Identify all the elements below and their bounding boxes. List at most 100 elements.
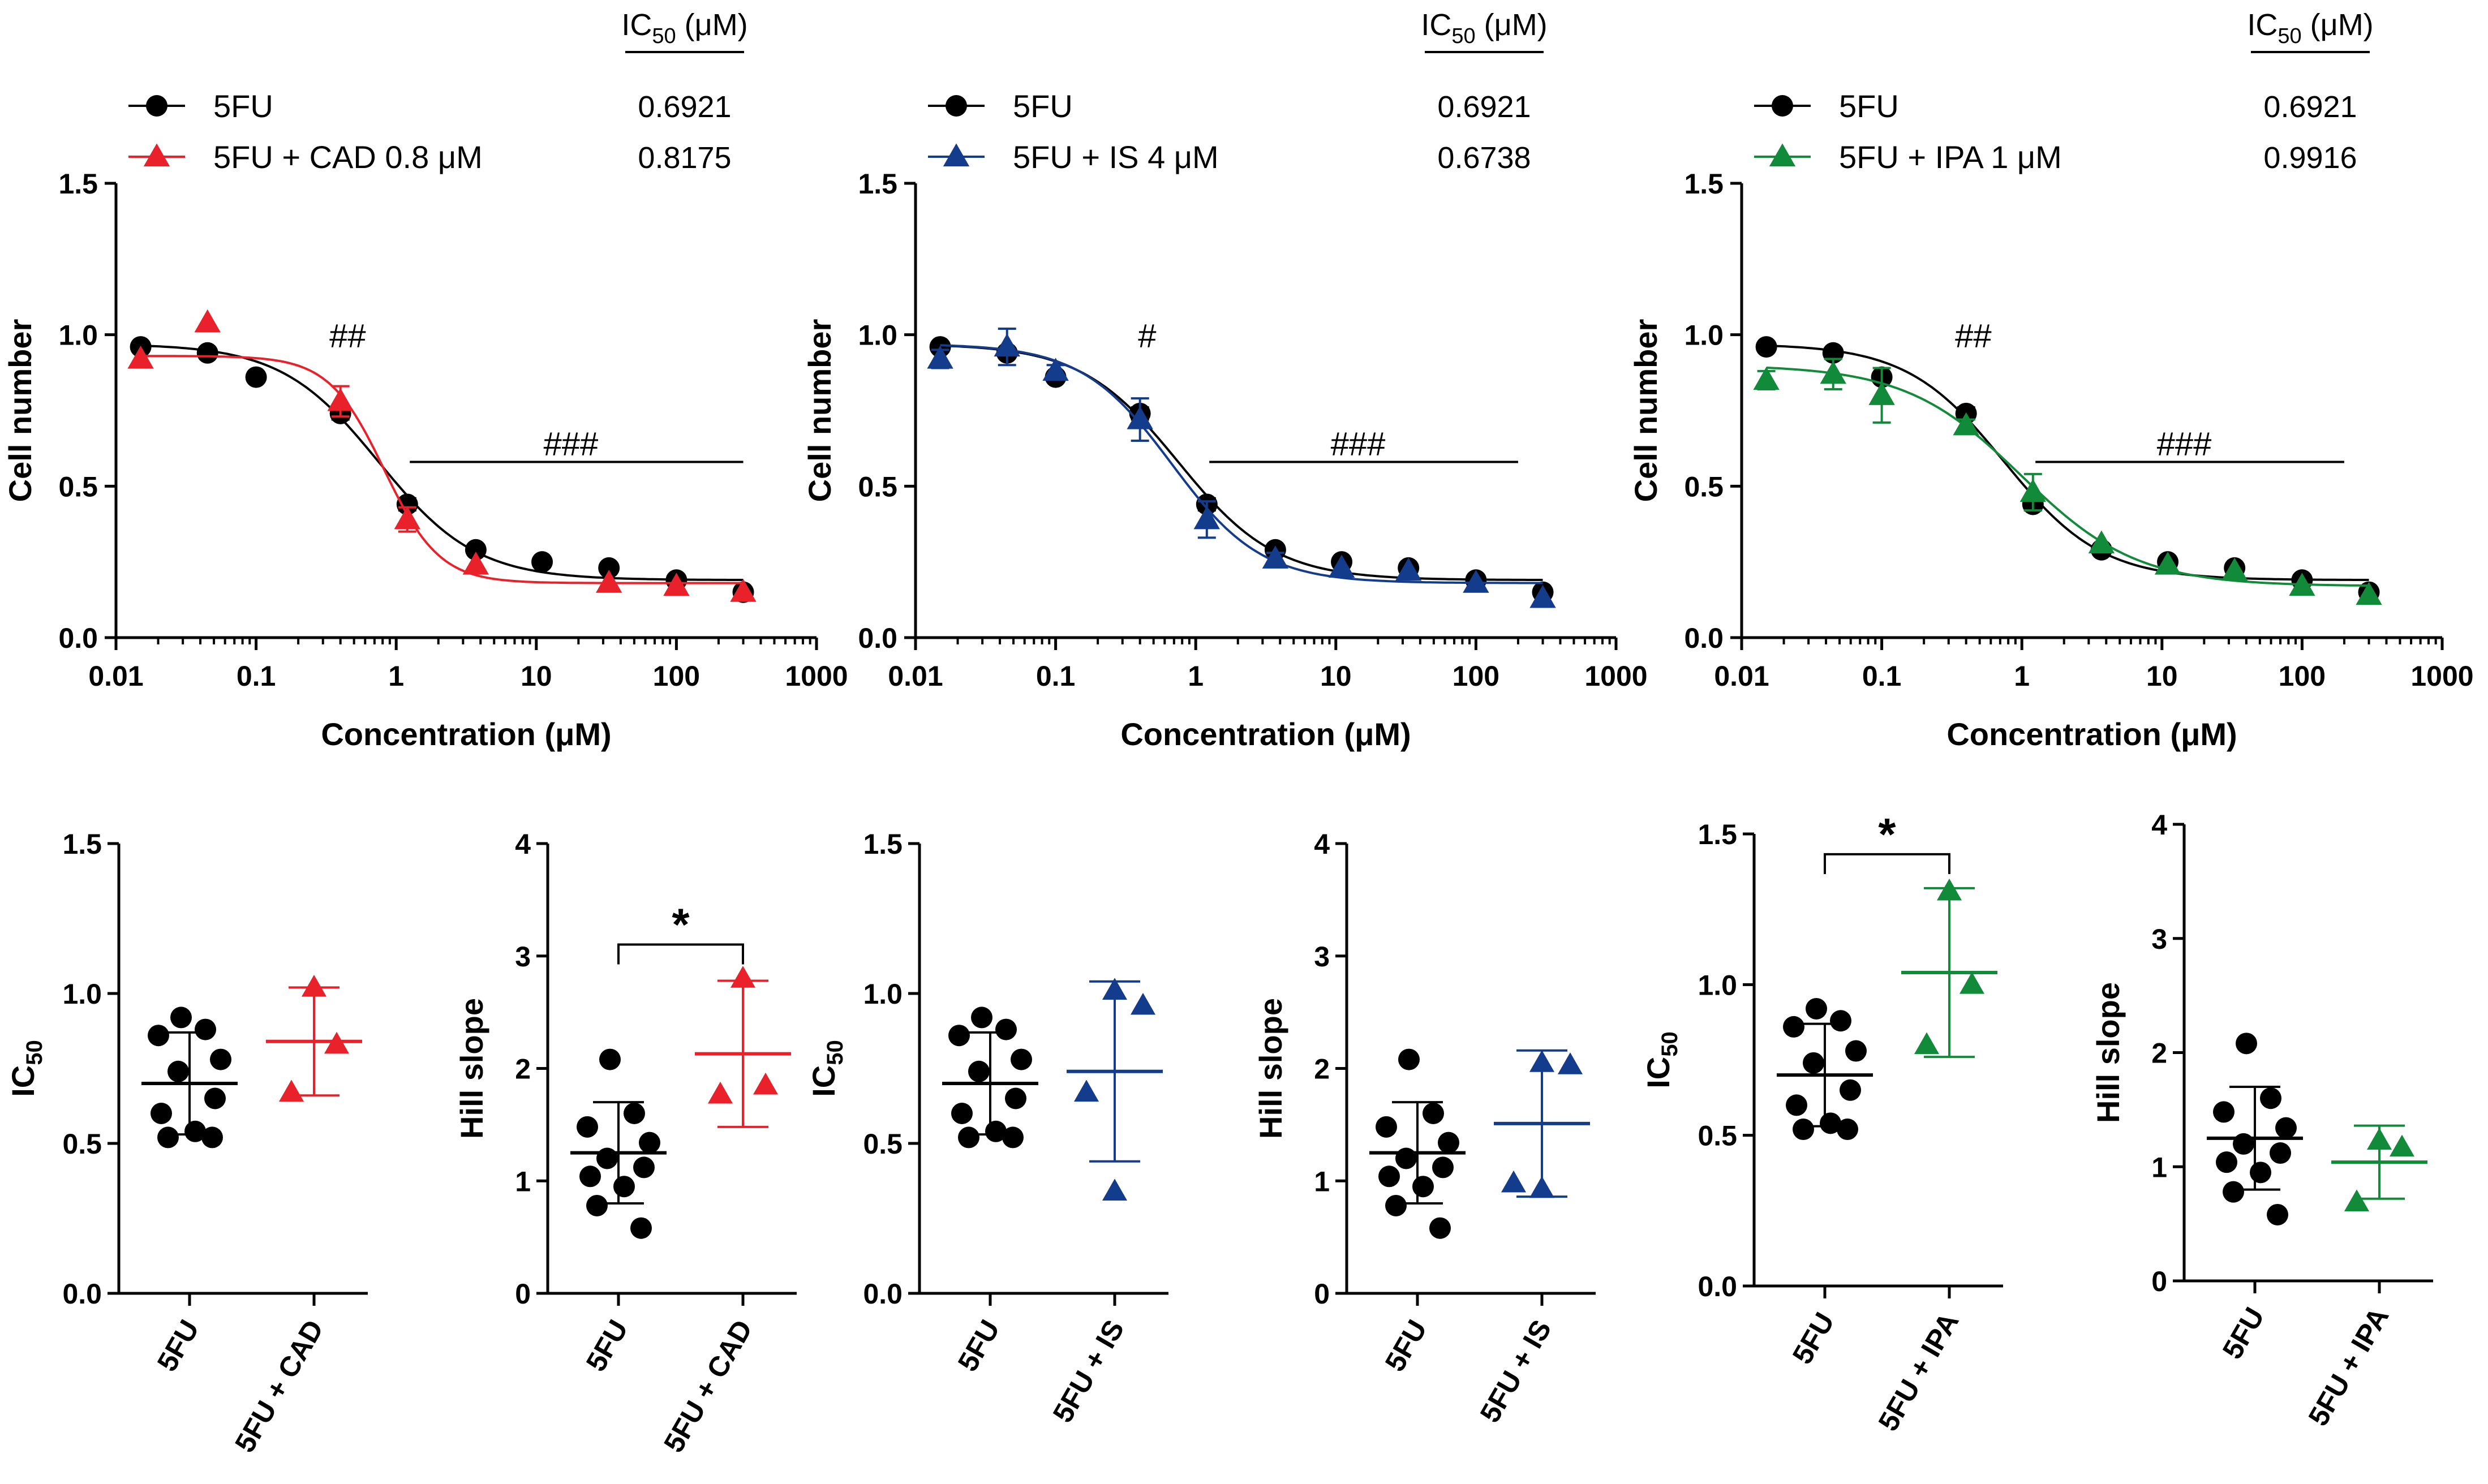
x-tick-label: 1: [1188, 660, 1204, 692]
y-tick-label: 0.5: [1684, 471, 1724, 502]
legend-label: 5FU + IPA 1 μM: [1839, 139, 2062, 175]
ic50-header-main: IC: [2247, 8, 2278, 42]
x-tick-label: 5FU + IPA: [1872, 1307, 1965, 1436]
group-combo: [2331, 1124, 2427, 1212]
data-point: [324, 1031, 350, 1054]
data-point: [1868, 382, 1895, 405]
dot-plot-4: 0 1 2 3 4 Hill slope 5FU 5FU + IS: [1253, 828, 1596, 1428]
x-tick-label: 5FU: [1379, 1315, 1433, 1377]
y-axis-label-main: Hill slope: [2090, 982, 2126, 1123]
data-point: [170, 1006, 192, 1029]
data-point: [1328, 554, 1355, 578]
data-point: [968, 1060, 990, 1082]
data-point: [1820, 360, 1846, 384]
data-point: [157, 1126, 179, 1149]
x-tick-label: 10: [2146, 660, 2178, 692]
ic50-value: 0.6921: [1437, 90, 1531, 124]
y-tick-label: 0.5: [62, 1128, 102, 1160]
annotation-range: ###: [2157, 426, 2212, 463]
data-point: [624, 1103, 645, 1124]
ic50-header-main: IC: [621, 8, 652, 42]
ic50-header: IC50 (μM): [1421, 8, 1547, 48]
group-5fu: [141, 1006, 238, 1149]
data-point: [1423, 1103, 1444, 1124]
y-axis-label: Cell number: [1628, 319, 1664, 502]
ic50-value: 0.8175: [638, 141, 731, 175]
data-point: [927, 345, 953, 369]
data-point: [1378, 1165, 1400, 1188]
data-point: [2221, 557, 2248, 581]
y-tick-label: 2: [2151, 1038, 2167, 1069]
y-tick-label: 1: [1314, 1165, 1330, 1197]
y-tick-label: 1.5: [1684, 168, 1724, 200]
legend-label: 5FU: [213, 88, 273, 124]
y-tick-label: 0.0: [863, 1278, 903, 1310]
dot-plot-1: 0.0 0.5 1.0 1.5 IC50 5FU 5FU + CAD: [5, 828, 368, 1457]
data-point: [753, 1072, 779, 1095]
data-point: [2389, 1134, 2415, 1157]
data-point: [301, 975, 327, 997]
data-point: [595, 570, 622, 593]
series-combo: [1753, 358, 2382, 605]
y-axis-label-main: IC: [1640, 1057, 1676, 1089]
significance-bracket: [1824, 853, 1950, 874]
data-point: [2250, 1162, 2271, 1184]
fit-curve: [140, 355, 744, 584]
data-point: [184, 1120, 206, 1142]
data-point: [1102, 978, 1128, 1000]
data-point: [577, 1116, 598, 1138]
data-point: [394, 506, 421, 530]
ic50-header-sub: 50: [2278, 24, 2301, 48]
data-point: [994, 333, 1020, 357]
data-point: [1806, 997, 1827, 1020]
y-tick-label: 3: [515, 941, 531, 973]
y-axis-label-sub: 50: [1657, 1031, 1682, 1057]
annotation-mid: ##: [1955, 318, 1992, 355]
y-axis-label: Hill slope: [2090, 982, 2126, 1123]
data-point: [1840, 1079, 1861, 1101]
data-point: [1429, 1217, 1451, 1239]
ic50-header-sub: 50: [652, 24, 676, 48]
data-point: [2366, 1128, 2392, 1150]
data-point: [1262, 545, 1289, 569]
data-point: [2356, 582, 2382, 605]
x-tick-label: 100: [1453, 660, 1499, 692]
group-5fu: [2207, 1033, 2303, 1225]
data-point: [1557, 1052, 1583, 1074]
series-combo: [927, 327, 1556, 608]
y-axis-label: Cell number: [802, 319, 837, 502]
y-tick-label: 0: [515, 1278, 531, 1310]
y-tick-label: 0.5: [863, 1128, 903, 1160]
legend-label: 5FU + IS 4 μM: [1013, 139, 1219, 175]
y-axis-label-sub: 50: [22, 1040, 47, 1065]
data-point: [1438, 1132, 1459, 1154]
y-axis-label: Hill slope: [1253, 998, 1288, 1139]
fit-curve: [1766, 344, 2369, 582]
data-point: [707, 1081, 733, 1104]
y-axis-label: IC50: [5, 1040, 47, 1097]
x-tick-label: 0.01: [888, 660, 943, 692]
data-point: [1398, 1048, 1420, 1070]
series-5fu: [130, 336, 754, 603]
data-point: [1193, 506, 1221, 530]
x-tick-label: 5FU + CAD: [229, 1315, 329, 1458]
data-point: [2260, 1087, 2281, 1109]
ic50-header-unit: (μM): [676, 8, 748, 42]
data-point: [1959, 971, 1985, 994]
data-point: [663, 573, 690, 596]
data-point: [1529, 584, 1556, 608]
y-axis-label: IC50: [1640, 1031, 1682, 1089]
x-tick-label: 5FU + CAD: [658, 1315, 758, 1458]
data-point: [1127, 406, 1153, 429]
data-point: [639, 1132, 660, 1154]
legend-marker: [143, 143, 170, 167]
y-axis-label-main: Hill slope: [454, 998, 489, 1139]
y-tick-label: 1.0: [863, 978, 903, 1010]
legend-label: 5FU + CAD 0.8 μM: [213, 139, 483, 175]
data-point: [195, 1018, 216, 1040]
data-point: [210, 1048, 231, 1070]
data-point: [596, 1147, 618, 1169]
data-point: [995, 1018, 1017, 1040]
group-combo: [266, 975, 362, 1102]
